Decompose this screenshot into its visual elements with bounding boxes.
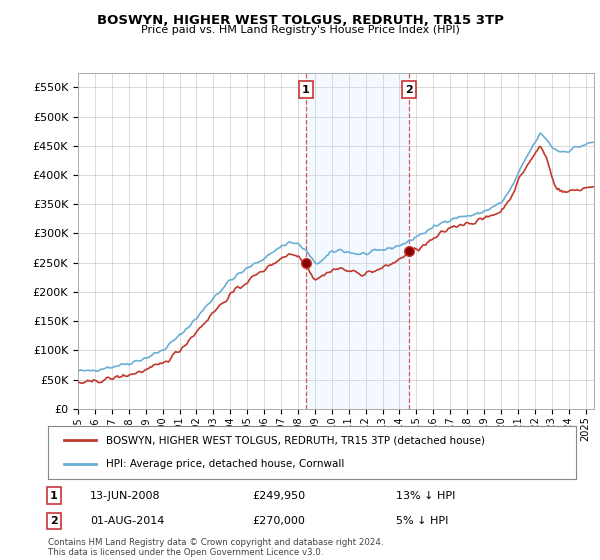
Text: BOSWYN, HIGHER WEST TOLGUS, REDRUTH, TR15 3TP: BOSWYN, HIGHER WEST TOLGUS, REDRUTH, TR1… (97, 14, 503, 27)
Bar (305, 73, 409, 409)
Text: 1: 1 (50, 491, 58, 501)
Text: 13% ↓ HPI: 13% ↓ HPI (396, 491, 455, 501)
Text: 1: 1 (302, 85, 310, 95)
Text: £249,950: £249,950 (252, 491, 305, 501)
Text: Price paid vs. HM Land Registry's House Price Index (HPI): Price paid vs. HM Land Registry's House … (140, 25, 460, 35)
Text: 01-AUG-2014: 01-AUG-2014 (90, 516, 164, 526)
Text: 5% ↓ HPI: 5% ↓ HPI (396, 516, 448, 526)
Text: 2: 2 (406, 85, 413, 95)
Text: BOSWYN, HIGHER WEST TOLGUS, REDRUTH, TR15 3TP (detached house): BOSWYN, HIGHER WEST TOLGUS, REDRUTH, TR1… (106, 436, 485, 446)
Text: £270,000: £270,000 (252, 516, 305, 526)
Text: HPI: Average price, detached house, Cornwall: HPI: Average price, detached house, Corn… (106, 459, 344, 469)
Text: 2: 2 (50, 516, 58, 526)
Text: Contains HM Land Registry data © Crown copyright and database right 2024.
This d: Contains HM Land Registry data © Crown c… (48, 538, 383, 557)
Text: 13-JUN-2008: 13-JUN-2008 (90, 491, 161, 501)
